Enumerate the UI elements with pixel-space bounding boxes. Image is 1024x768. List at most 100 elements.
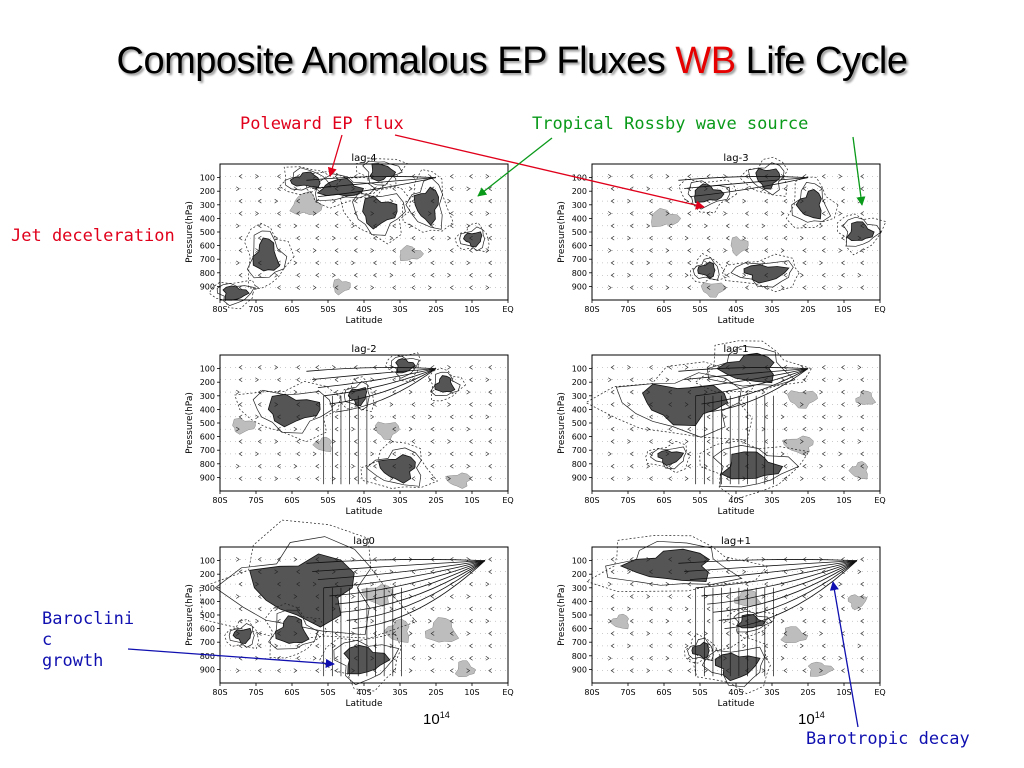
flux-vector <box>277 174 281 179</box>
flux-vector <box>411 273 416 278</box>
flux-vector <box>783 260 788 266</box>
flux-vector <box>802 668 807 673</box>
chart-panel: lag-4 100 200 300 400 500 600 700 800 900 80S 70S 60… <box>180 150 514 328</box>
dark-shade <box>657 449 685 467</box>
flux-vector <box>610 631 615 636</box>
contour-line <box>701 646 765 688</box>
flux-vector <box>277 414 281 420</box>
flux-vector <box>704 260 708 266</box>
flux-vector <box>668 606 672 612</box>
x-tick-label: 10S <box>464 496 479 505</box>
y-tick-label: 800 <box>572 269 587 278</box>
flux-vector <box>238 439 243 444</box>
flux-vector <box>392 414 396 420</box>
flux-vector <box>428 581 432 587</box>
contour-line <box>785 176 839 229</box>
flux-vector-long <box>724 560 858 629</box>
flux-vector <box>315 476 320 481</box>
flux-vector <box>430 569 435 574</box>
flux-vector <box>684 365 689 370</box>
y-axis-label: Pressure(hPa) <box>557 392 567 454</box>
flux-vector <box>704 594 708 599</box>
flux-vector <box>469 198 473 204</box>
flux-vector <box>296 285 300 290</box>
flux-vector <box>236 260 240 266</box>
flux-vector <box>608 174 612 179</box>
flux-vector <box>821 439 826 444</box>
flux-vector <box>725 198 730 204</box>
flux-vector <box>277 285 281 290</box>
y-tick-label: 600 <box>572 433 587 442</box>
flux-vector-long <box>335 560 486 605</box>
flux-vector <box>238 606 243 612</box>
title-highlight: WB <box>675 40 736 82</box>
flux-vector <box>334 414 339 420</box>
flux-vector <box>255 618 259 624</box>
flux-vector <box>238 643 243 649</box>
flux-vector <box>315 186 320 191</box>
jet-deceleration-label: Jet deceleration <box>11 226 175 246</box>
flux-vector <box>860 223 864 229</box>
flux-vector <box>334 260 339 266</box>
y-tick-label: 400 <box>572 405 587 414</box>
flux-vector <box>466 426 471 432</box>
flux-vector <box>274 569 279 574</box>
flux-vector <box>725 365 730 370</box>
contour-line <box>234 381 341 443</box>
flux-vector <box>668 426 672 432</box>
flux-vector <box>277 260 281 266</box>
flux-vector <box>725 668 730 673</box>
flux-vector <box>629 581 634 587</box>
flux-vector <box>488 402 492 407</box>
flux-vector <box>353 414 358 420</box>
flux-vector <box>274 273 279 278</box>
flux-vector <box>706 211 711 216</box>
flux-vector-long <box>312 560 485 572</box>
flux-vector <box>469 581 473 587</box>
flux-vector <box>236 631 240 636</box>
flux-vector <box>780 211 785 216</box>
x-tick-label: 70S <box>620 305 635 314</box>
flux-vector <box>430 476 435 481</box>
flux-vector <box>488 365 492 370</box>
flux-vector-long <box>329 560 486 597</box>
flux-vector <box>841 235 845 241</box>
flux-vector <box>257 426 262 432</box>
y-tick-label: 400 <box>200 214 215 223</box>
panel-title: lag-4 <box>351 153 376 164</box>
x-tick-label: 20S <box>800 496 815 505</box>
y-tick-label: 700 <box>200 255 215 264</box>
flux-vector <box>485 377 490 382</box>
baroclinic-line-1: Baroclini <box>42 609 135 629</box>
flux-vector <box>841 365 845 370</box>
flux-vector <box>447 273 451 278</box>
flux-vector <box>389 273 394 278</box>
flux-vector <box>430 186 435 191</box>
flux-vector <box>488 631 492 636</box>
flux-vector <box>800 606 804 612</box>
flux-vector <box>430 198 435 204</box>
plot-area: 100 200 300 400 500 600 700 800 900 80S 70S 60S 50S 4… <box>572 535 886 697</box>
flux-vector <box>411 643 416 649</box>
flux-vector <box>408 186 413 191</box>
flux-vector <box>608 211 612 216</box>
flux-vector <box>334 668 339 673</box>
flux-vector <box>257 402 262 407</box>
y-tick-label: 100 <box>200 365 215 374</box>
flux-vector <box>293 260 298 266</box>
contour-line <box>689 253 727 284</box>
light-shade <box>787 390 818 409</box>
flux-vector <box>821 273 826 278</box>
flux-vector <box>610 594 615 599</box>
flux-vector <box>238 174 243 179</box>
flux-vector <box>646 594 651 599</box>
flux-vector <box>277 594 281 599</box>
flux-vector <box>296 377 300 382</box>
flux-vector <box>238 248 243 253</box>
flux-vector <box>857 365 862 370</box>
flux-vector-long <box>317 368 437 389</box>
flux-vector <box>277 557 281 562</box>
flux-vector <box>668 668 672 673</box>
flux-vector-long <box>340 560 486 613</box>
flux-vector <box>353 643 358 649</box>
